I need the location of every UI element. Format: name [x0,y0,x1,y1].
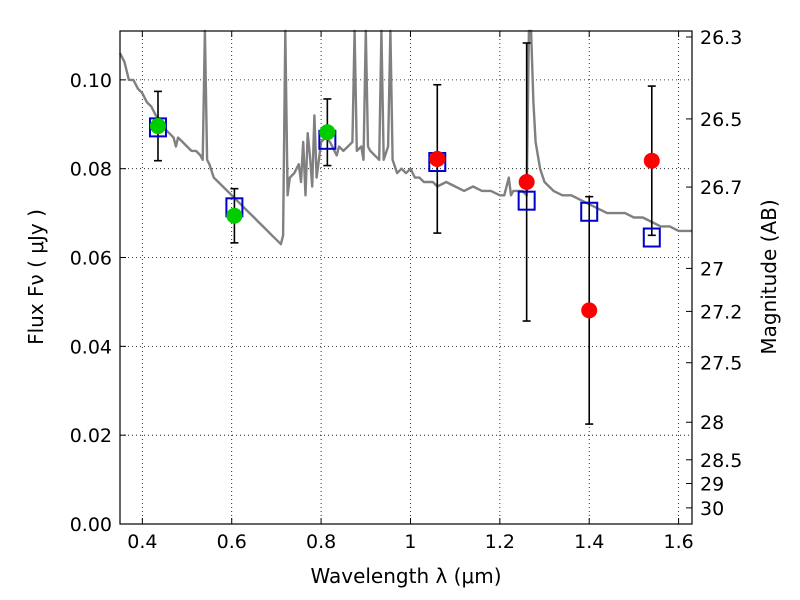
y2-tick-label: 27 [700,258,724,280]
x-axis-ticks: 0.4 0.6 0.8 1 1.2 1.4 1.6 [127,31,694,553]
y2-tick-label: 29 [700,473,724,495]
y-axis-ticks: 0.00 0.02 0.04 0.06 0.08 0.10 [70,70,126,536]
y2-tick-label: 27.5 [700,353,742,375]
model-photometry-square [642,227,661,248]
nir-point [429,150,446,167]
data-markers [148,117,661,319]
y2-tick-label: 26.7 [700,177,742,199]
x-tick-label: 1.4 [574,531,604,553]
x-tick-label: 1 [404,531,416,553]
y2-tick-label: 26.5 [700,109,742,131]
optical-point [149,118,166,135]
y2-tick-label: 28 [700,412,724,434]
x-tick-label: 0.6 [217,531,247,553]
y2-tick-label: 26.3 [700,27,742,49]
optical-point [319,124,336,141]
y-tick-label: 0.08 [70,159,112,181]
y2-tick-label: 28.5 [700,450,742,472]
y-tick-label: 0.06 [70,248,112,270]
y-tick-label: 0.00 [70,514,112,536]
model-spectrum-line [118,29,692,246]
nir-point [518,174,535,191]
y-tick-label: 0.04 [70,336,112,358]
nir-point [643,152,660,169]
y-axis-label: Flux Fν ( μJy ) [24,209,48,345]
x-tick-label: 0.4 [127,531,157,553]
x-tick-label: 0.8 [306,531,336,553]
optical-point [226,207,243,224]
model-spectrum [118,29,692,246]
x-axis-label: Wavelength λ (μm) [310,564,501,588]
y2-tick-label: 27.2 [700,301,742,323]
y2-axis-ticks: 26.3 26.5 26.7 27 27.2 27.5 28 28.529 30 [686,27,742,520]
y-tick-label: 0.02 [70,425,112,447]
y-tick-label: 0.10 [70,70,112,92]
y2-axis-label: Magnitude (AB) [757,199,781,354]
model-photometry-square [517,190,536,211]
x-tick-label: 1.2 [485,531,515,553]
x-tick-label: 1.6 [663,531,693,553]
model-photometry-square [580,201,599,222]
error-bars [153,42,656,425]
y2-tick-label: 30 [700,498,724,520]
plot-frame [119,30,693,525]
nir-point [581,302,598,319]
